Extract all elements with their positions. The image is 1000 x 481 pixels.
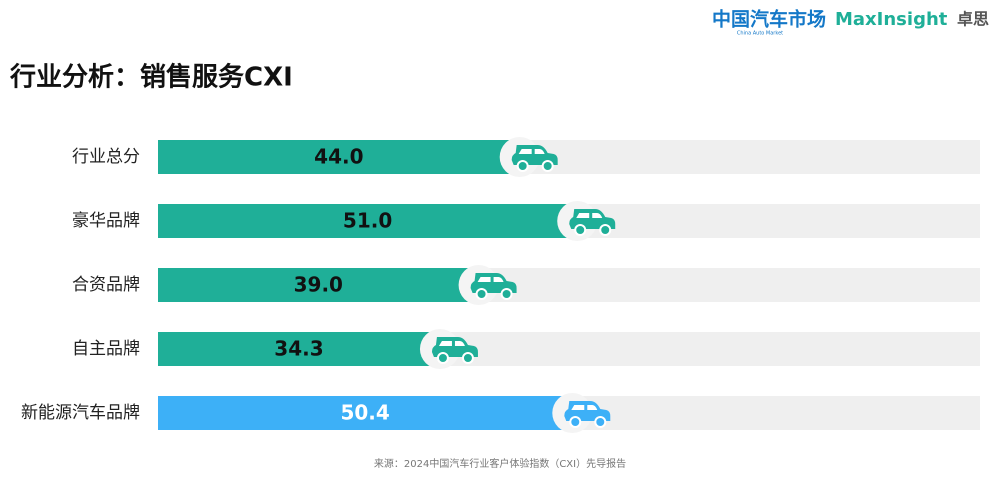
- car-icon: [552, 393, 611, 433]
- car-window: [576, 213, 603, 218]
- bar: [158, 268, 479, 302]
- value-label: 50.4: [340, 401, 389, 425]
- category-label: 行业总分: [72, 147, 140, 167]
- car-wheel: [461, 352, 474, 364]
- brand: MaxInsight: [835, 9, 948, 30]
- value-label: 34.3: [274, 337, 323, 361]
- category-label: 豪华品牌: [72, 210, 140, 231]
- car-window: [518, 149, 545, 154]
- value-label: 39.0: [294, 273, 343, 297]
- car-wheel: [500, 288, 513, 300]
- car-icon: [557, 201, 616, 241]
- bar: [158, 140, 520, 174]
- value-label: 44.0: [314, 145, 363, 169]
- car-icon: [458, 265, 517, 305]
- logo-cn: 中国汽车市场: [712, 8, 826, 31]
- category-label: 自主品牌: [72, 339, 140, 359]
- category-label: 新能源汽车品牌: [21, 403, 140, 423]
- car-wheel: [594, 416, 607, 428]
- car-wheel: [516, 160, 529, 172]
- bar: [158, 332, 440, 366]
- car-wheel: [599, 224, 612, 236]
- car-wheel: [569, 416, 582, 428]
- car-wheel: [436, 352, 449, 364]
- brand-cn: 卓思: [957, 10, 989, 29]
- car-icon: [499, 137, 558, 177]
- car-window: [571, 405, 598, 410]
- car-wheel: [574, 224, 587, 236]
- car-window: [438, 341, 465, 346]
- source-note: 来源：2024中国汽车行业客户体验指数（CXI）先导报告: [374, 457, 626, 470]
- logo-en: China Auto Market: [737, 31, 783, 37]
- value-label: 51.0: [343, 209, 392, 233]
- chart-title: 行业分析：销售服务CXI: [9, 62, 293, 93]
- category-label: 合资品牌: [72, 275, 140, 295]
- car-wheel: [475, 288, 488, 300]
- car-wheel: [541, 160, 554, 172]
- car-window: [477, 277, 504, 282]
- car-icon: [419, 329, 478, 369]
- bar: [158, 204, 578, 238]
- bar: [158, 396, 573, 430]
